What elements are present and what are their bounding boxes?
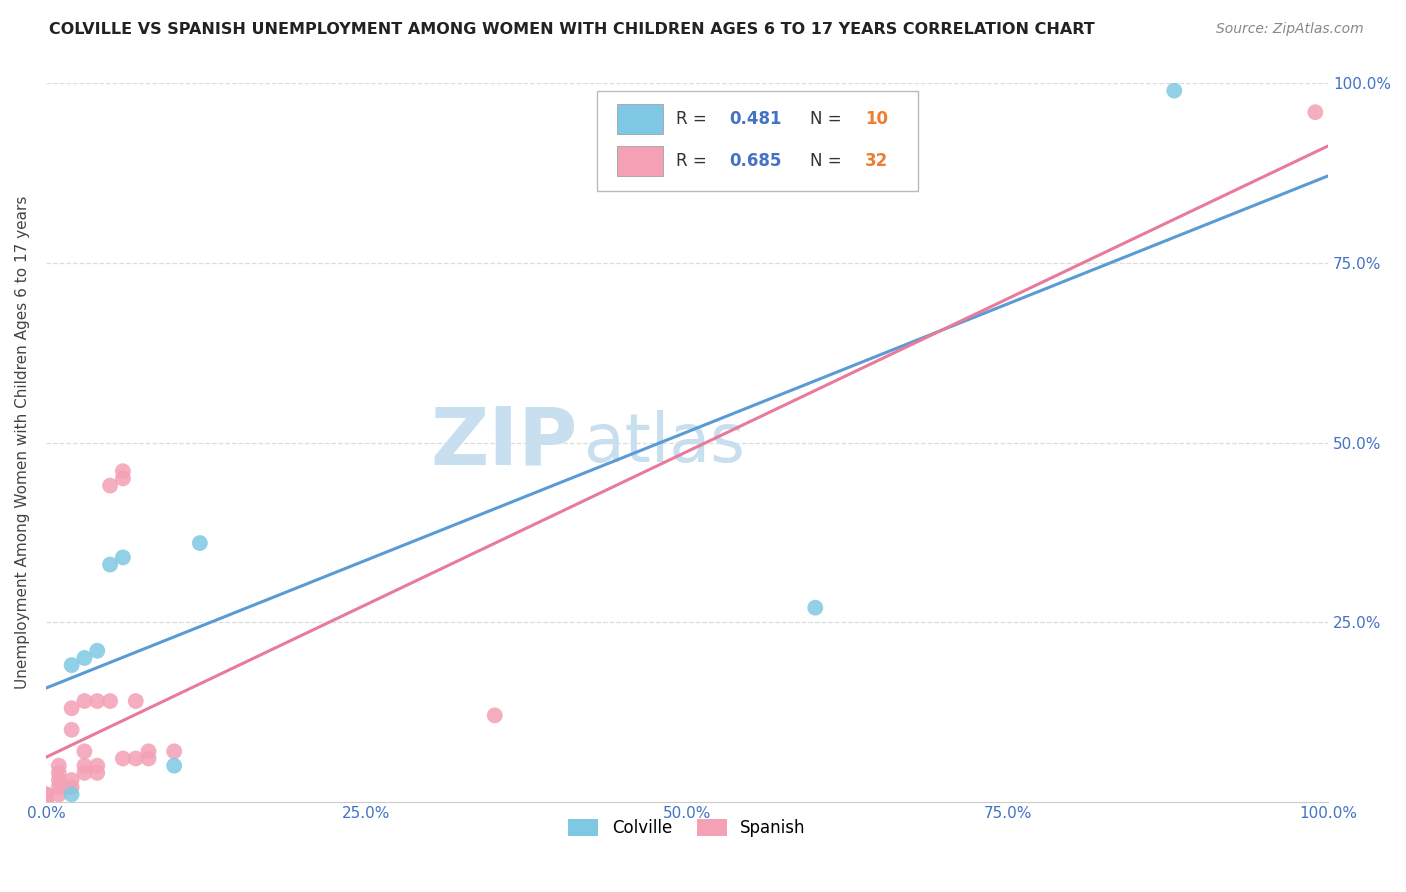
- FancyBboxPatch shape: [617, 104, 662, 135]
- Text: ZIP: ZIP: [430, 403, 578, 482]
- Point: [125, 694, 148, 708]
- Text: 0.481: 0.481: [730, 111, 782, 128]
- Text: R =: R =: [675, 152, 711, 170]
- Point: [111, 464, 134, 478]
- Point: [35, 795, 58, 809]
- Point: [73, 694, 96, 708]
- Point: [86, 758, 108, 772]
- Text: N =: N =: [810, 152, 846, 170]
- Text: Source: ZipAtlas.com: Source: ZipAtlas.com: [1216, 22, 1364, 37]
- Text: 32: 32: [865, 152, 889, 170]
- Point: [484, 708, 506, 723]
- Point: [48, 758, 70, 772]
- Point: [60, 658, 83, 673]
- Point: [138, 751, 160, 765]
- Text: COLVILLE VS SPANISH UNEMPLOYMENT AMONG WOMEN WITH CHILDREN AGES 6 TO 17 YEARS CO: COLVILLE VS SPANISH UNEMPLOYMENT AMONG W…: [49, 22, 1095, 37]
- Point: [73, 651, 96, 665]
- Point: [48, 780, 70, 795]
- FancyBboxPatch shape: [617, 146, 662, 176]
- Point: [73, 758, 96, 772]
- Point: [125, 751, 148, 765]
- Point: [48, 772, 70, 787]
- Point: [1163, 84, 1185, 98]
- Point: [48, 788, 70, 802]
- Point: [86, 644, 108, 658]
- Point: [60, 723, 83, 737]
- Text: R =: R =: [675, 111, 711, 128]
- Point: [35, 795, 58, 809]
- Point: [163, 744, 186, 758]
- Point: [35, 788, 58, 802]
- Point: [188, 536, 211, 550]
- Point: [60, 788, 83, 802]
- Text: atlas: atlas: [585, 409, 745, 475]
- Point: [60, 780, 83, 795]
- Point: [111, 550, 134, 565]
- Point: [1305, 105, 1327, 120]
- Point: [111, 471, 134, 485]
- Point: [98, 558, 121, 572]
- Point: [60, 772, 83, 787]
- Point: [60, 701, 83, 715]
- Point: [98, 478, 121, 492]
- Legend: Colville, Spanish: Colville, Spanish: [561, 812, 813, 844]
- Point: [163, 758, 186, 772]
- Point: [86, 694, 108, 708]
- Point: [98, 694, 121, 708]
- Point: [86, 765, 108, 780]
- Point: [111, 751, 134, 765]
- Text: N =: N =: [810, 111, 846, 128]
- Point: [138, 744, 160, 758]
- FancyBboxPatch shape: [598, 91, 918, 191]
- Point: [35, 788, 58, 802]
- Point: [73, 765, 96, 780]
- Point: [73, 744, 96, 758]
- Point: [804, 600, 827, 615]
- Point: [48, 765, 70, 780]
- Text: 10: 10: [865, 111, 889, 128]
- Y-axis label: Unemployment Among Women with Children Ages 6 to 17 years: Unemployment Among Women with Children A…: [15, 196, 30, 690]
- Text: 0.685: 0.685: [730, 152, 782, 170]
